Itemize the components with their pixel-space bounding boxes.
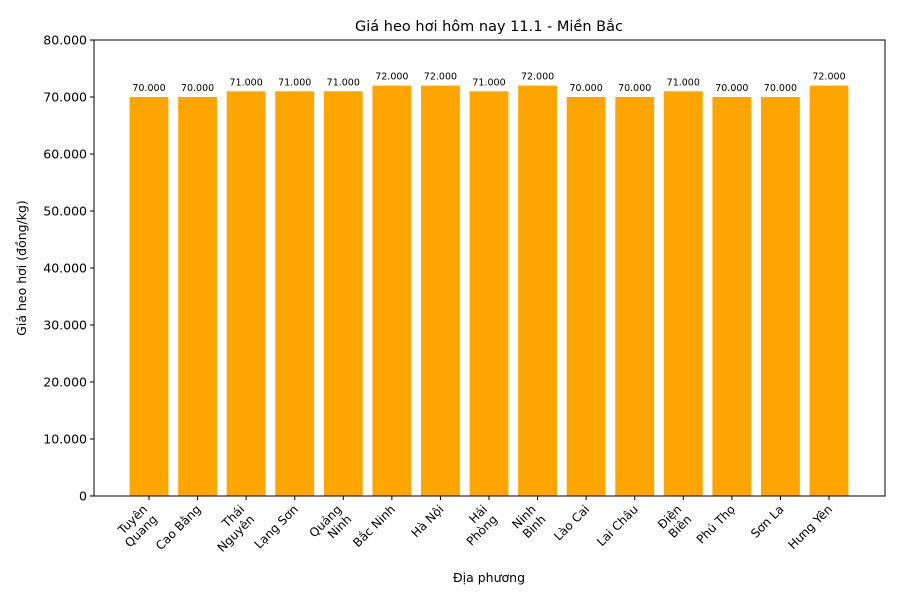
bar (178, 97, 217, 496)
bar (712, 97, 752, 496)
x-tick-label: Bắc Ninh (350, 502, 398, 550)
x-tick-label: ĐiệnBiên (655, 502, 694, 541)
x-tick-label: Hưng Yên (785, 502, 835, 552)
bar (226, 91, 266, 497)
data-label: 71.000 (667, 77, 700, 88)
x-tick-label: Phú Thọ (694, 502, 738, 546)
y-tick-label: 50.000 (43, 204, 87, 219)
x-tick-label: NinhBình (509, 502, 548, 541)
data-label: 72.000 (424, 72, 457, 83)
y-tick-label: 40.000 (43, 261, 87, 276)
data-label: 71.000 (472, 77, 505, 88)
data-label: 70.000 (181, 83, 214, 94)
y-tick-label: 20.000 (43, 375, 87, 390)
data-label: 71.000 (278, 77, 311, 88)
data-label: 70.000 (764, 83, 797, 94)
data-label: 72.000 (521, 72, 554, 83)
bar (275, 91, 315, 497)
x-tick-label: Sơn La (748, 502, 786, 540)
data-label: 70.000 (570, 83, 603, 94)
y-tick-label: 10.000 (43, 432, 87, 447)
y-axis: 0 10.000 20.000 30.000 40.000 50.000 60.000 70.… (43, 33, 94, 504)
data-label: 70.000 (618, 83, 651, 94)
bar (323, 91, 363, 497)
y-tick-label: 70.000 (43, 90, 87, 105)
y-tick-label: 0 (79, 489, 87, 504)
x-tick-label: Cao Bằng (153, 502, 204, 553)
x-tick-label: QuảngNinh (307, 502, 355, 550)
bar (372, 85, 412, 496)
y-tick-label: 80.000 (43, 33, 87, 48)
x-tick-label: HảiPhòng (454, 502, 500, 548)
x-tick-label: Lạng Sơn (252, 502, 301, 551)
bar (663, 91, 703, 497)
bar (761, 97, 800, 496)
bar (615, 97, 655, 496)
y-tick-label: 30.000 (43, 318, 87, 333)
data-label: 72.000 (812, 72, 845, 83)
bar (129, 97, 169, 496)
x-tick-label: Lai Châu (594, 502, 641, 549)
y-tick-label: 60.000 (43, 147, 87, 162)
bar (518, 85, 557, 496)
data-label: 71.000 (230, 77, 263, 88)
bars-group: 70.000 70.000 71.000 71.000 71.000 72.000 72.0… (129, 72, 849, 497)
data-label: 70.000 (715, 83, 748, 94)
x-axis-label: Địa phương (453, 570, 525, 585)
chart-title: Giá heo hơi hôm nay 11.1 - Miền Bắc (355, 18, 623, 35)
data-label: 72.000 (375, 72, 408, 83)
data-label: 70.000 (132, 83, 165, 94)
x-tick-label: TháiNguyên (205, 502, 258, 555)
x-tick-label: Hà Nội (408, 502, 446, 540)
plot-frame (93, 39, 886, 497)
bar (469, 91, 509, 497)
y-axis-label: Giá heo hơi (đồng/kg) (14, 200, 29, 336)
data-label: 71.000 (327, 77, 360, 88)
x-tick-label: Lào Cai (551, 502, 592, 543)
bar (566, 97, 606, 496)
bar (809, 85, 849, 496)
bar (421, 85, 460, 496)
